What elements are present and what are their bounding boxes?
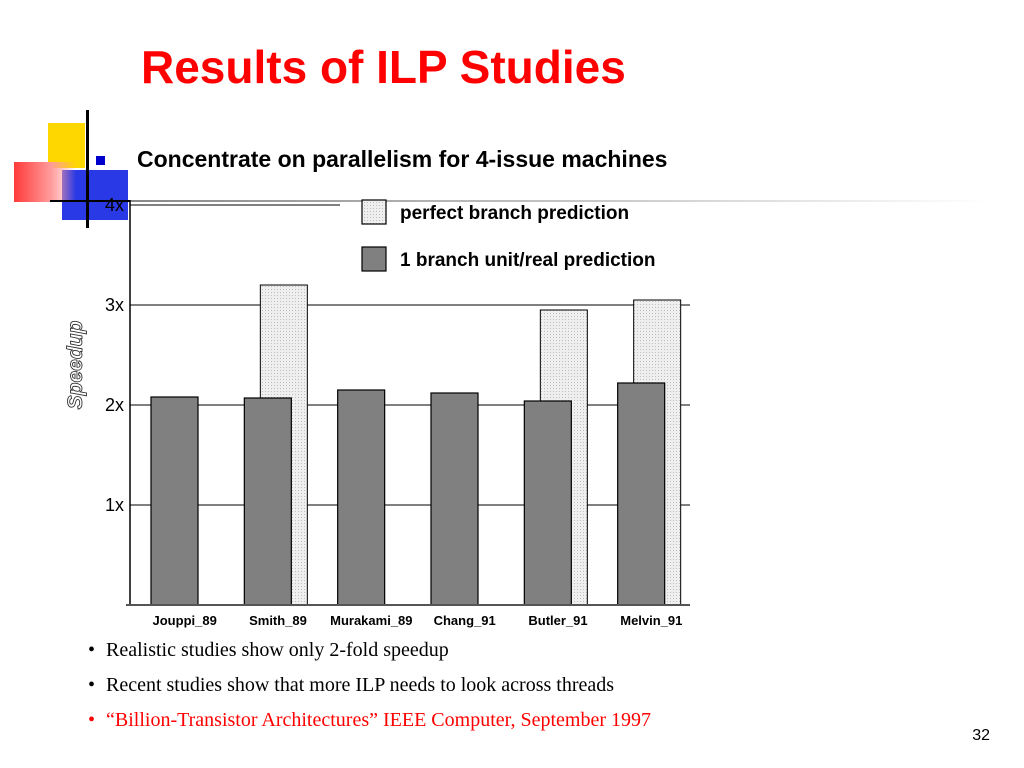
x-tick-label: Chang_91 bbox=[434, 613, 496, 628]
page-number: 32 bbox=[972, 727, 990, 744]
bullet-square-icon bbox=[96, 156, 105, 165]
bar-real-prediction bbox=[337, 389, 386, 606]
note-item: • Recent studies show that more ILP needs… bbox=[88, 671, 651, 706]
bullet-dot-icon: • bbox=[88, 709, 96, 731]
slide-subtitle: Concentrate on parallelism for 4-issue m… bbox=[137, 146, 668, 172]
axes: 1x 2x 3x 4x Jouppi_89 Smith_89 Murakami_89 Chan… bbox=[105, 195, 690, 628]
notes-list: • Realistic studies show only 2-fold spee… bbox=[88, 636, 651, 741]
x-tick-label: Murakami_89 bbox=[330, 613, 412, 628]
bar-real-prediction bbox=[243, 397, 292, 606]
decor-red-square bbox=[14, 162, 76, 202]
bullet-dot-icon: • bbox=[88, 674, 96, 696]
legend: perfect branch prediction 1 branch unit/r… bbox=[361, 199, 656, 272]
y-axis-label: Speedup bbox=[64, 320, 87, 409]
y-tick-label: 1x bbox=[105, 495, 124, 515]
bullet-dot-icon: • bbox=[88, 639, 96, 661]
page-title: Results of ILP Studies bbox=[141, 41, 626, 93]
legend-swatch bbox=[361, 246, 387, 272]
note-item-reference: • “Billion-Transistor Architectures” IEEE… bbox=[88, 706, 651, 741]
bar-real-prediction bbox=[150, 396, 199, 606]
x-tick-label: Butler_91 bbox=[528, 613, 587, 628]
decor-vertical-line bbox=[86, 110, 89, 228]
x-tick-label: Smith_89 bbox=[249, 613, 307, 628]
x-tick-label: Jouppi_89 bbox=[153, 613, 217, 628]
bar-real-prediction bbox=[617, 382, 666, 606]
y-tick-label: 2x bbox=[105, 395, 124, 415]
bar-real-prediction bbox=[430, 392, 479, 606]
legend-label: 1 branch unit/real prediction bbox=[400, 250, 656, 271]
bars bbox=[150, 284, 682, 606]
legend-label: perfect branch prediction bbox=[400, 203, 629, 224]
note-item: • Realistic studies show only 2-fold spee… bbox=[88, 636, 651, 671]
decor-fade-line bbox=[130, 200, 990, 202]
speedup-bar-chart: 1x 2x 3x 4x Jouppi_89 Smith_89 Murakami_89 Chan… bbox=[64, 195, 690, 628]
grid-lines bbox=[130, 204, 690, 506]
decor-horizontal-line bbox=[50, 200, 130, 202]
y-tick-label: 4x bbox=[105, 195, 124, 215]
y-tick-label: 3x bbox=[105, 295, 124, 315]
bar-real-prediction bbox=[523, 400, 572, 606]
decor-yellow-square bbox=[48, 123, 85, 168]
x-tick-label: Melvin_91 bbox=[620, 613, 682, 628]
legend-swatch bbox=[361, 199, 387, 225]
